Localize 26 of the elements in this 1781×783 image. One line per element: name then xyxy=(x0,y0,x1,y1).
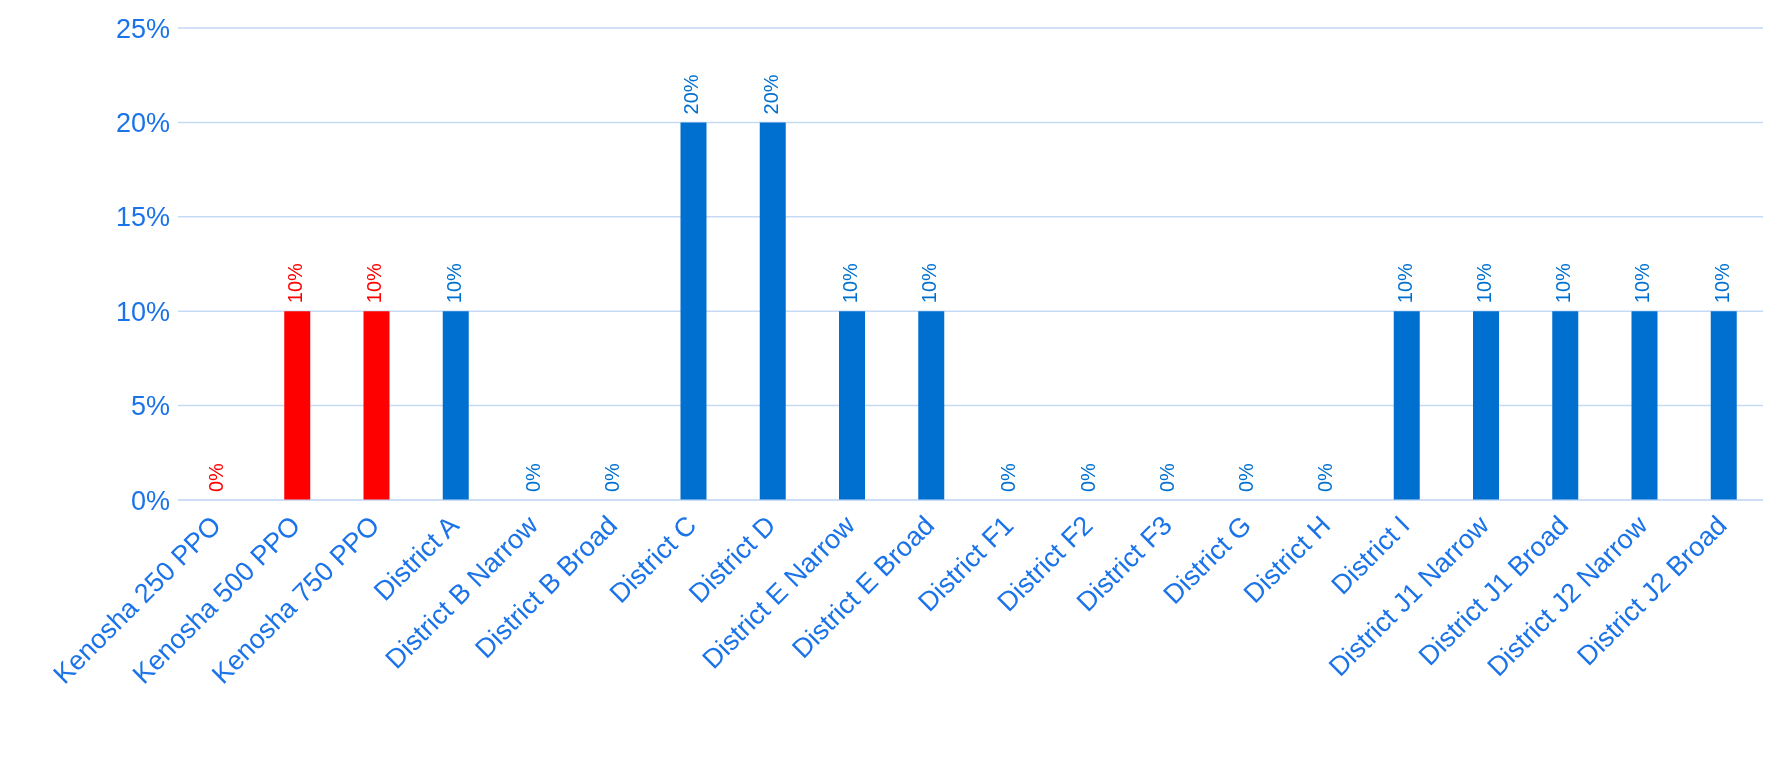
data-label: 10% xyxy=(1552,262,1575,304)
y-tick-label: 25% xyxy=(115,13,170,44)
data-label: 0% xyxy=(1076,462,1099,492)
data-label: 20% xyxy=(680,74,703,115)
y-tick-label: 20% xyxy=(115,107,170,138)
data-label: 0% xyxy=(204,462,227,492)
data-label: 10% xyxy=(363,262,386,304)
data-label: 0% xyxy=(1155,462,1178,492)
data-label: 0% xyxy=(1235,462,1258,492)
data-label: 10% xyxy=(1631,262,1654,304)
data-label: 10% xyxy=(918,262,941,304)
data-label: 10% xyxy=(838,262,861,304)
data-label: 20% xyxy=(759,74,782,115)
data-label: 10% xyxy=(284,262,307,304)
data-label: 0% xyxy=(521,462,544,492)
data-label: 10% xyxy=(1710,262,1733,304)
data-label: 10% xyxy=(1393,262,1416,304)
data-label: 10% xyxy=(442,262,465,304)
y-tick-label: 0% xyxy=(130,485,170,516)
y-tick-label: 15% xyxy=(115,202,170,233)
data-label: 0% xyxy=(997,462,1020,492)
data-label: 0% xyxy=(1314,462,1337,492)
y-tick-label: 5% xyxy=(130,391,170,422)
data-label: 0% xyxy=(601,462,624,492)
data-label: 10% xyxy=(1472,262,1495,304)
y-tick-label: 10% xyxy=(115,296,170,327)
